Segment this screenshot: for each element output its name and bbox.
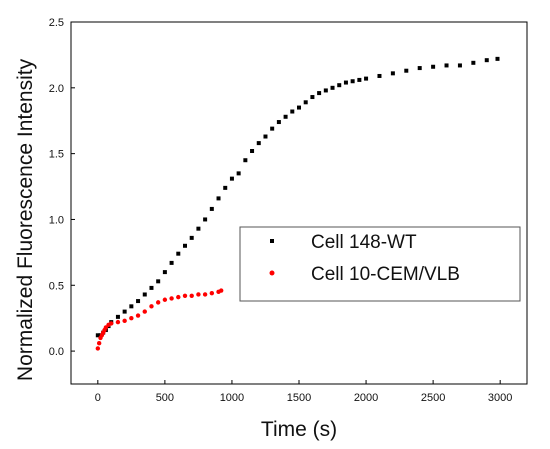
- data-point-cell-148-wt: [310, 95, 315, 100]
- data-point-cell-148-wt: [303, 100, 308, 105]
- series-cell-10-cem-vlb: [95, 288, 224, 351]
- data-point-cell-148-wt: [263, 134, 268, 139]
- data-point-cell-148-wt: [417, 66, 422, 71]
- legend-marker-cell-10-cem-vlb: [269, 270, 275, 276]
- data-point-cell-148-wt: [156, 279, 161, 284]
- x-axis-ticks: 0 500 1000 1500 2000 2500 3000: [95, 380, 512, 404]
- data-point-cell-148-wt: [203, 217, 208, 222]
- data-point-cell-148-wt: [343, 80, 348, 85]
- y-axis-ticks: 0.0 0.5 1.0 1.5 2.0 2.5: [49, 17, 75, 358]
- data-point-cell-148-wt: [404, 68, 409, 73]
- y-axis-label: Normalized Fluorescence Intensity: [14, 58, 37, 381]
- data-point-cell-10-cem-vlb: [103, 325, 109, 330]
- data-point-cell-10-cem-vlb: [135, 313, 141, 318]
- data-point-cell-148-wt: [136, 299, 141, 304]
- data-point-cell-148-wt: [183, 243, 187, 248]
- data-point-cell-148-wt: [236, 171, 241, 176]
- data-point-cell-148-wt: [209, 206, 214, 211]
- data-point-cell-148-wt: [169, 260, 174, 265]
- data-point-cell-148-wt: [283, 114, 288, 119]
- data-point-cell-10-cem-vlb: [189, 293, 194, 299]
- legend-box: [239, 226, 521, 302]
- data-point-cell-10-cem-vlb: [155, 300, 161, 305]
- data-point-cell-148-wt: [129, 304, 134, 309]
- data-point-cell-148-wt: [323, 88, 328, 93]
- data-point-cell-148-wt: [95, 333, 100, 338]
- data-point-cell-148-wt: [115, 314, 120, 319]
- data-point-cell-10-cem-vlb: [122, 318, 127, 324]
- data-point-cell-10-cem-vlb: [182, 293, 188, 299]
- data-point-cell-148-wt: [149, 285, 154, 290]
- data-point-cell-10-cem-vlb: [96, 340, 102, 346]
- data-point-cell-10-cem-vlb: [115, 319, 121, 325]
- data-point-cell-148-wt: [457, 63, 462, 68]
- data-point-cell-148-wt: [297, 105, 301, 110]
- plot-frame: [70, 21, 528, 385]
- data-point-cell-148-wt: [189, 235, 194, 240]
- data-point-cell-148-wt: [176, 251, 181, 256]
- data-point-cell-10-cem-vlb: [202, 292, 208, 297]
- data-point-cell-10-cem-vlb: [169, 296, 174, 301]
- y-tick-label: 2.5: [49, 17, 64, 29]
- data-point-cell-10-cem-vlb: [129, 315, 134, 321]
- data-point-cell-10-cem-vlb: [162, 297, 168, 302]
- data-point-cell-148-wt: [142, 292, 147, 297]
- data-point-cell-148-wt: [337, 83, 342, 88]
- data-point-cell-148-wt: [290, 109, 295, 114]
- data-point-cell-148-wt: [196, 226, 201, 231]
- data-point-cell-148-wt: [250, 149, 255, 154]
- data-point-cell-10-cem-vlb: [196, 292, 201, 297]
- data-point-cell-148-wt: [223, 185, 228, 190]
- data-point-cell-148-wt: [495, 56, 500, 61]
- y-tick-label: 2.0: [49, 83, 64, 95]
- data-point-cell-148-wt: [276, 120, 281, 125]
- y-tick-label: 1.5: [49, 149, 64, 161]
- data-point-cell-148-wt: [256, 141, 261, 146]
- y-tick-label: 1.0: [49, 214, 64, 226]
- data-point-cell-10-cem-vlb: [219, 288, 224, 293]
- data-point-cell-10-cem-vlb: [209, 290, 215, 296]
- data-point-cell-10-cem-vlb: [109, 321, 114, 326]
- data-point-cell-148-wt: [431, 64, 436, 69]
- data-point-cell-10-cem-vlb: [142, 309, 147, 314]
- legend-label-cell-10-cem-vlb: Cell 10-CEM/VLB: [311, 264, 460, 285]
- x-tick-label: 2500: [421, 392, 445, 404]
- data-point-cell-148-wt: [484, 58, 489, 63]
- data-point-cell-10-cem-vlb: [176, 294, 181, 300]
- data-point-cell-148-wt: [243, 158, 248, 163]
- x-tick-label: 2000: [354, 392, 378, 404]
- legend-marker-cell-148-wt: [270, 239, 274, 243]
- legend: Cell 148-WT Cell 10-CEM/VLB: [239, 226, 521, 302]
- x-tick-label: 3000: [488, 392, 512, 404]
- data-point-cell-148-wt: [330, 85, 335, 90]
- x-tick-label: 500: [156, 392, 174, 404]
- data-point-cell-148-wt: [350, 79, 355, 84]
- x-tick-label: 1000: [220, 392, 244, 404]
- data-point-cell-148-wt: [270, 126, 275, 131]
- data-point-cell-148-wt: [216, 196, 221, 201]
- x-tick-label: 0: [95, 392, 101, 404]
- data-point-cell-148-wt: [162, 270, 167, 275]
- y-tick-label: 0.5: [49, 280, 64, 292]
- legend-label-cell-148-wt: Cell 148-WT: [311, 232, 417, 253]
- data-point-cell-148-wt: [390, 71, 395, 76]
- data-point-cell-10-cem-vlb: [149, 304, 154, 309]
- data-point-cell-148-wt: [122, 309, 127, 314]
- y-tick-label: 0.0: [49, 346, 64, 358]
- data-point-cell-148-wt: [364, 76, 369, 81]
- x-axis-label: Time (s): [261, 418, 337, 441]
- data-point-cell-148-wt: [471, 60, 476, 65]
- data-point-cell-148-wt: [444, 63, 449, 68]
- data-point-cell-148-wt: [357, 77, 362, 82]
- data-point-cell-148-wt: [229, 176, 234, 181]
- x-tick-label: 1500: [287, 392, 311, 404]
- data-point-cell-148-wt: [377, 73, 382, 78]
- data-point-cell-148-wt: [317, 91, 322, 96]
- series-cell-148-wt: [95, 56, 500, 338]
- data-point-cell-10-cem-vlb: [95, 346, 101, 351]
